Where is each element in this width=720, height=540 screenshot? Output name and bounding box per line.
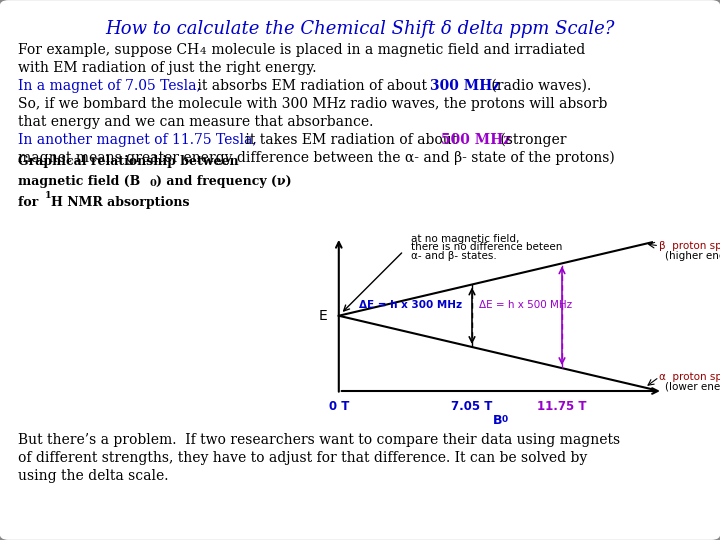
Text: magnet means greater energy difference between the α- and β- state of the proton: magnet means greater energy difference b… <box>18 151 615 165</box>
Text: 0 T: 0 T <box>328 400 349 413</box>
Text: ΔE = h x 300 MHz: ΔE = h x 300 MHz <box>359 300 462 310</box>
Text: magnetic field (B: magnetic field (B <box>18 175 140 188</box>
Text: 300 MHz: 300 MHz <box>430 79 500 93</box>
Text: 7.05 T: 7.05 T <box>451 400 492 413</box>
Text: E: E <box>318 309 327 323</box>
Text: 1: 1 <box>45 191 52 200</box>
Text: In another magnet of 11.75 Tesla,: In another magnet of 11.75 Tesla, <box>18 133 257 147</box>
Text: using the delta scale.: using the delta scale. <box>18 469 168 483</box>
Text: H NMR absorptions: H NMR absorptions <box>51 196 189 209</box>
Text: Graphical relationship between: Graphical relationship between <box>18 155 238 168</box>
Text: it absorbs EM radiation of about: it absorbs EM radiation of about <box>193 79 431 93</box>
Text: (radio waves).: (radio waves). <box>487 79 591 93</box>
Text: ) and frequency (ν): ) and frequency (ν) <box>156 175 292 188</box>
Text: For example, suppose CH: For example, suppose CH <box>18 43 199 57</box>
Text: 0: 0 <box>149 179 156 188</box>
Text: So, if we bombard the molecule with 300 MHz radio waves, the protons will absorb: So, if we bombard the molecule with 300 … <box>18 97 608 111</box>
Text: ΔE = h x 500 MHz: ΔE = h x 500 MHz <box>480 300 572 310</box>
Text: at no magnetic field,: at no magnetic field, <box>411 233 519 244</box>
Text: β  proton spin state: β proton spin state <box>660 241 720 251</box>
Text: (stronger: (stronger <box>496 133 567 147</box>
Text: with EM radiation of just the right energy.: with EM radiation of just the right ener… <box>18 61 317 75</box>
Text: 500 MHz: 500 MHz <box>441 133 511 147</box>
Text: α  proton spin state: α proton spin state <box>660 372 720 382</box>
Text: How to calculate the Chemical Shift δ delta ppm Scale?: How to calculate the Chemical Shift δ de… <box>105 20 615 38</box>
Text: there is no difference beteen: there is no difference beteen <box>411 242 562 252</box>
Text: 4: 4 <box>200 47 207 56</box>
Text: for: for <box>18 196 42 209</box>
Text: molecule is placed in a magnetic field and irradiated: molecule is placed in a magnetic field a… <box>207 43 585 57</box>
Text: (lower energy): (lower energy) <box>665 382 720 393</box>
Text: 11.75 T: 11.75 T <box>537 400 587 413</box>
Text: that energy and we can measure that absorbance.: that energy and we can measure that abso… <box>18 115 374 129</box>
Text: B: B <box>492 414 502 427</box>
Text: In a magnet of 7.05 Tesla,: In a magnet of 7.05 Tesla, <box>18 79 201 93</box>
Text: But there’s a problem.  If two researchers want to compare their data using magn: But there’s a problem. If two researcher… <box>18 433 620 447</box>
Text: α- and β- states.: α- and β- states. <box>411 251 497 261</box>
Text: 0: 0 <box>502 415 508 424</box>
Text: (higher energy): (higher energy) <box>665 251 720 261</box>
Text: of different strengths, they have to adjust for that difference. It can be solve: of different strengths, they have to adj… <box>18 451 588 465</box>
Text: it takes EM radiation of about: it takes EM radiation of about <box>241 133 462 147</box>
